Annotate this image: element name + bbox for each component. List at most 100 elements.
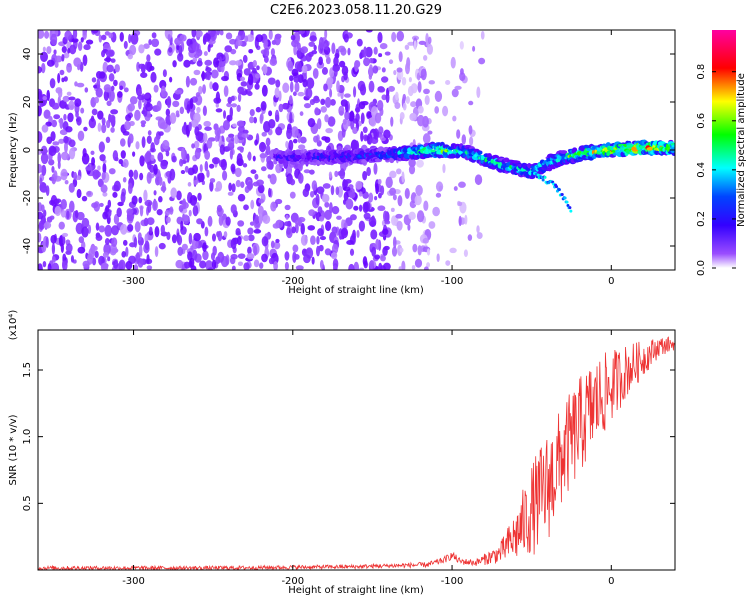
noise-blob xyxy=(60,209,67,218)
noise-blob xyxy=(60,168,68,181)
noise-blob xyxy=(221,75,229,82)
noise-blob xyxy=(174,89,183,95)
noise-blob xyxy=(385,176,393,189)
noise-blob xyxy=(294,222,299,234)
noise-blob xyxy=(86,191,92,196)
noise-blob xyxy=(230,163,236,173)
noise-blob xyxy=(425,32,429,45)
noise-blob xyxy=(98,34,103,43)
noise-blob xyxy=(353,205,359,211)
noise-blob xyxy=(311,50,318,55)
noise-blob xyxy=(427,36,432,44)
noise-blob xyxy=(307,117,316,128)
noise-blob xyxy=(107,256,111,262)
noise-blob xyxy=(472,45,476,52)
noise-blob xyxy=(113,185,117,191)
noise-blob xyxy=(179,106,185,115)
noise-blob xyxy=(162,91,168,98)
noise-blob xyxy=(135,141,140,150)
noise-blob xyxy=(76,188,82,199)
noise-blob xyxy=(119,31,124,42)
noise-blob xyxy=(360,112,365,125)
noise-blob xyxy=(120,191,126,204)
noise-blob xyxy=(261,236,269,247)
noise-blob xyxy=(129,96,138,105)
noise-blob xyxy=(81,153,90,165)
noise-blob xyxy=(399,247,404,253)
noise-blob xyxy=(321,136,328,141)
noise-blob xyxy=(428,221,436,229)
noise-blob xyxy=(52,141,60,146)
noise-blob xyxy=(309,35,317,42)
noise-blob xyxy=(337,130,344,142)
noise-blob xyxy=(97,110,104,120)
noise-blob xyxy=(223,231,228,238)
noise-blob xyxy=(166,96,172,109)
noise-blob xyxy=(418,40,427,46)
noise-blob xyxy=(38,105,42,117)
noise-blob xyxy=(177,52,184,62)
noise-blob xyxy=(445,80,451,85)
noise-blob xyxy=(51,256,56,263)
noise-blob xyxy=(40,152,49,165)
noise-blob xyxy=(324,248,332,256)
noise-blob xyxy=(203,51,208,56)
noise-blob xyxy=(373,128,379,140)
noise-blob xyxy=(54,55,63,63)
noise-blob xyxy=(63,113,67,121)
noise-blob xyxy=(458,215,462,227)
noise-blob xyxy=(162,139,170,150)
noise-blob xyxy=(362,201,369,214)
noise-blob xyxy=(454,85,462,90)
noise-blob xyxy=(387,85,395,92)
noise-blob xyxy=(183,214,189,222)
noise-blob xyxy=(416,210,425,223)
noise-blob xyxy=(111,225,119,236)
noise-blob xyxy=(129,44,137,56)
noise-blob xyxy=(116,91,123,98)
noise-blob xyxy=(382,228,389,235)
noise-blob xyxy=(195,92,201,98)
noise-blob xyxy=(215,103,219,108)
noise-blob xyxy=(253,245,258,256)
noise-blob xyxy=(324,114,329,123)
noise-blob xyxy=(461,134,467,145)
noise-blob xyxy=(143,43,150,49)
noise-blob xyxy=(128,33,132,44)
noise-blob xyxy=(196,218,203,225)
noise-blob xyxy=(81,226,89,238)
noise-blob xyxy=(330,98,336,106)
noise-blob xyxy=(374,112,382,124)
noise-blob xyxy=(82,54,88,67)
colorbar-tick-label: 0.0 xyxy=(696,260,707,276)
noise-blob xyxy=(408,211,416,221)
noise-blob xyxy=(257,205,264,217)
noise-blob xyxy=(178,204,184,213)
noise-blob xyxy=(314,107,320,116)
noise-blob xyxy=(363,46,367,58)
noise-blob xyxy=(359,84,367,96)
noise-blob xyxy=(292,244,299,253)
noise-blob xyxy=(417,105,424,114)
noise-blob xyxy=(54,198,62,204)
noise-blob xyxy=(146,217,155,226)
noise-blob xyxy=(62,260,68,270)
noise-blob xyxy=(49,215,55,220)
noise-blob xyxy=(146,265,153,270)
branch-point xyxy=(563,196,567,200)
noise-blob xyxy=(352,229,356,241)
noise-blob xyxy=(68,182,75,193)
noise-blob xyxy=(269,58,278,66)
noise-blob xyxy=(192,205,199,217)
noise-blob xyxy=(266,160,274,170)
noise-blob xyxy=(302,78,308,88)
noise-blob xyxy=(73,57,82,68)
noise-blob xyxy=(153,190,157,196)
noise-blob xyxy=(112,150,119,162)
noise-blob xyxy=(363,134,369,142)
noise-blob xyxy=(366,166,371,177)
colorbar-tick-label: 0.2 xyxy=(696,211,707,227)
noise-blob xyxy=(313,135,319,143)
noise-blob xyxy=(209,163,215,169)
noise-blob xyxy=(189,195,198,206)
